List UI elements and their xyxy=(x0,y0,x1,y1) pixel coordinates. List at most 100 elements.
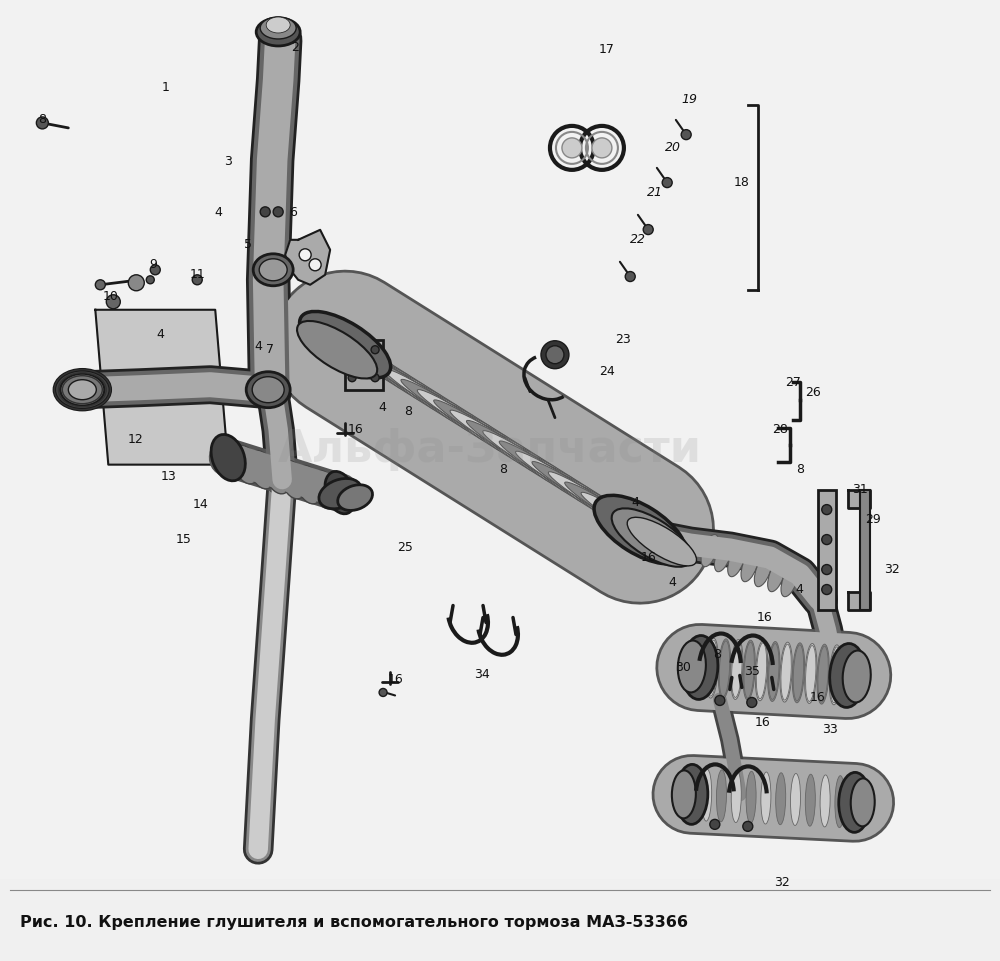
Ellipse shape xyxy=(612,508,692,567)
Ellipse shape xyxy=(60,374,104,406)
Ellipse shape xyxy=(497,439,586,497)
Ellipse shape xyxy=(466,420,551,475)
Ellipse shape xyxy=(843,651,871,702)
Text: 32: 32 xyxy=(884,563,900,576)
Text: 17: 17 xyxy=(599,43,615,57)
Text: 4: 4 xyxy=(378,401,386,414)
Ellipse shape xyxy=(246,372,290,407)
Ellipse shape xyxy=(300,311,391,378)
Text: 22: 22 xyxy=(630,234,646,246)
Ellipse shape xyxy=(253,254,293,285)
Ellipse shape xyxy=(563,480,651,537)
Text: 4: 4 xyxy=(214,207,222,219)
Ellipse shape xyxy=(707,640,717,696)
Circle shape xyxy=(822,534,832,545)
Ellipse shape xyxy=(719,641,730,697)
Ellipse shape xyxy=(311,470,338,508)
Ellipse shape xyxy=(264,456,290,494)
Ellipse shape xyxy=(260,17,296,39)
Ellipse shape xyxy=(672,771,696,819)
Text: 26: 26 xyxy=(805,386,821,399)
Ellipse shape xyxy=(793,645,804,701)
Ellipse shape xyxy=(248,451,275,489)
Circle shape xyxy=(662,178,672,187)
Ellipse shape xyxy=(579,491,668,548)
Ellipse shape xyxy=(432,399,520,456)
Ellipse shape xyxy=(687,769,697,821)
Ellipse shape xyxy=(744,642,754,698)
Ellipse shape xyxy=(252,377,284,403)
Ellipse shape xyxy=(217,440,243,479)
Ellipse shape xyxy=(790,774,801,825)
Ellipse shape xyxy=(596,502,684,558)
Circle shape xyxy=(643,225,653,234)
Ellipse shape xyxy=(781,644,791,700)
Text: 20: 20 xyxy=(665,141,681,155)
Circle shape xyxy=(128,275,144,291)
Text: 24: 24 xyxy=(599,365,615,379)
Ellipse shape xyxy=(368,358,453,413)
Text: 16: 16 xyxy=(755,716,771,729)
Ellipse shape xyxy=(597,503,682,556)
Ellipse shape xyxy=(68,380,96,400)
Ellipse shape xyxy=(280,460,306,499)
Text: Рис. 10. Крепление глушителя и вспомогательного тормоза МАЗ-53366: Рис. 10. Крепление глушителя и вспомогат… xyxy=(20,915,688,929)
Ellipse shape xyxy=(54,370,110,409)
Circle shape xyxy=(747,698,757,707)
Ellipse shape xyxy=(676,764,708,825)
Ellipse shape xyxy=(732,642,742,698)
Polygon shape xyxy=(95,309,228,464)
Ellipse shape xyxy=(755,641,768,701)
Text: 6: 6 xyxy=(289,207,297,219)
Ellipse shape xyxy=(842,646,854,705)
Ellipse shape xyxy=(731,639,743,700)
Ellipse shape xyxy=(319,328,404,382)
Text: 25: 25 xyxy=(397,541,413,554)
Text: 27: 27 xyxy=(785,376,801,389)
Ellipse shape xyxy=(366,357,455,414)
Text: 14: 14 xyxy=(192,498,208,511)
Circle shape xyxy=(106,295,120,308)
Text: 29: 29 xyxy=(865,513,881,526)
Bar xyxy=(860,489,870,609)
Circle shape xyxy=(681,130,691,139)
Ellipse shape xyxy=(820,775,830,826)
Text: 19: 19 xyxy=(682,93,698,107)
Text: 16: 16 xyxy=(347,423,363,436)
Ellipse shape xyxy=(434,400,519,454)
Ellipse shape xyxy=(296,465,322,504)
Ellipse shape xyxy=(592,137,612,158)
Ellipse shape xyxy=(851,778,875,826)
Ellipse shape xyxy=(259,259,287,281)
Text: 30: 30 xyxy=(675,661,691,674)
Ellipse shape xyxy=(768,642,780,702)
Ellipse shape xyxy=(714,539,732,572)
Circle shape xyxy=(348,346,356,354)
Text: 4: 4 xyxy=(254,340,262,354)
Circle shape xyxy=(822,505,832,514)
Polygon shape xyxy=(848,489,870,507)
Circle shape xyxy=(625,272,635,282)
Text: 34: 34 xyxy=(474,668,490,681)
Text: 10: 10 xyxy=(102,290,118,304)
Ellipse shape xyxy=(695,639,705,696)
Text: 4: 4 xyxy=(156,329,164,341)
Ellipse shape xyxy=(718,639,731,699)
Text: 9: 9 xyxy=(149,259,157,271)
Ellipse shape xyxy=(581,492,666,547)
Ellipse shape xyxy=(678,641,706,693)
Ellipse shape xyxy=(448,408,537,465)
Text: 8: 8 xyxy=(499,463,507,476)
Ellipse shape xyxy=(835,776,845,827)
Ellipse shape xyxy=(301,316,389,373)
Ellipse shape xyxy=(754,554,772,587)
Polygon shape xyxy=(285,230,330,284)
Ellipse shape xyxy=(829,645,842,704)
Text: 8: 8 xyxy=(404,406,412,418)
Text: 7: 7 xyxy=(266,343,274,357)
Ellipse shape xyxy=(256,18,300,46)
Ellipse shape xyxy=(319,479,361,508)
Circle shape xyxy=(822,584,832,595)
Ellipse shape xyxy=(594,495,686,564)
Circle shape xyxy=(260,207,270,217)
